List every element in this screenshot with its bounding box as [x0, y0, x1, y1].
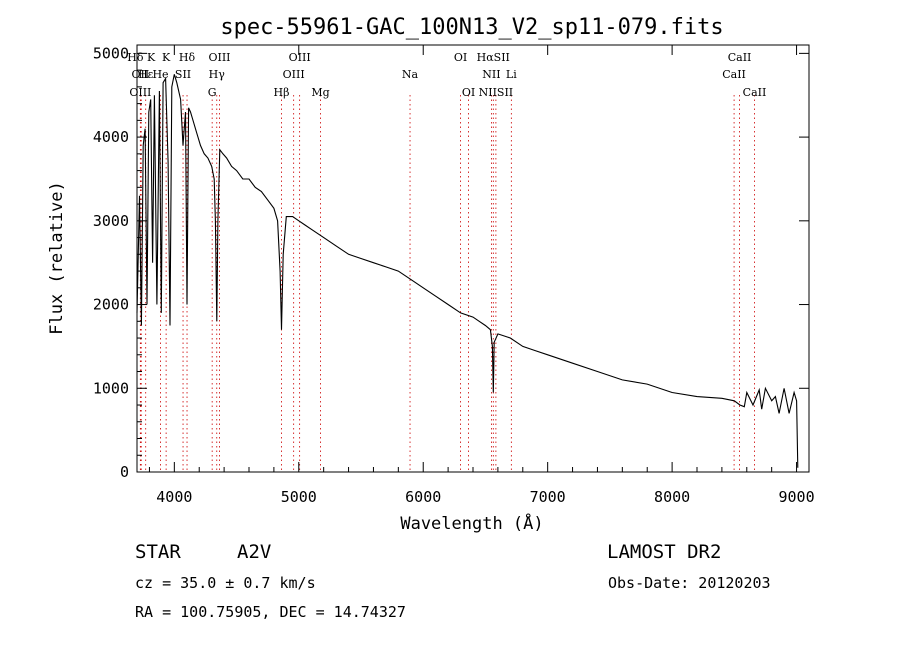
spectrum-line — [136, 74, 799, 468]
y-axis: 0 1000 2000 3000 4000 5000 — [93, 44, 809, 481]
line-label: CaII — [728, 51, 752, 64]
chart-title: spec-55961-GAC_100N13_V2_sp11-079.fits — [220, 15, 723, 40]
line-label: Mg — [311, 86, 329, 99]
line-label: HαSII — [477, 51, 510, 64]
x-tick-label: 8000 — [654, 488, 690, 506]
line-label: SII — [175, 68, 191, 81]
line-label: Hδ K — [127, 51, 156, 64]
line-label: OI — [462, 86, 475, 99]
x-tick-label: 6000 — [405, 488, 441, 506]
line-label: Hγ — [209, 68, 226, 81]
line-label: OIII — [289, 51, 311, 64]
line-label: OI — [454, 51, 467, 64]
spectral-subclass: A2V — [237, 541, 272, 563]
line-label: CaII — [722, 68, 746, 81]
y-tick-label: 2000 — [93, 296, 129, 314]
line-label-group: Hδ K OII OIII Hε K He SII Hδ OIII Hγ G Hβ OIII OIII Mg… — [127, 51, 766, 99]
x-axis: 4000 5000 6000 7000 8000 9000 — [148, 45, 815, 506]
y-axis-label: Flux (relative) — [47, 181, 67, 335]
line-label: K — [162, 51, 171, 64]
object-class: STAR — [135, 541, 181, 563]
line-label: Hβ — [274, 86, 290, 99]
line-label: Hε — [138, 68, 154, 81]
line-label: Hδ — [179, 51, 196, 64]
plot-frame — [136, 44, 810, 473]
line-label: Li — [506, 68, 517, 81]
line-label: OIII — [208, 51, 230, 64]
line-label: He — [152, 68, 168, 81]
x-tick-label: 5000 — [281, 488, 317, 506]
survey-name: LAMOST DR2 — [607, 541, 722, 563]
line-label: G — [208, 86, 217, 99]
line-label: OIII — [283, 68, 305, 81]
x-axis-label: Wavelength (Å) — [400, 512, 543, 534]
line-label: NIISII — [479, 86, 514, 99]
coordinates: RA = 100.75905, DEC = 14.74327 — [135, 603, 406, 621]
obs-date: Obs-Date: 20120203 — [608, 574, 771, 592]
x-tick-label: 4000 — [156, 488, 192, 506]
line-label: OIII — [129, 86, 151, 99]
y-tick-label: 3000 — [93, 212, 129, 230]
y-tick-label: 0 — [120, 463, 129, 481]
redshift-cz: cz = 35.0 ± 0.7 km/s — [135, 574, 316, 592]
line-label: NII — [482, 68, 500, 81]
y-tick-label: 1000 — [93, 379, 129, 397]
y-tick-label: 4000 — [93, 128, 129, 146]
line-label: CaII — [743, 86, 767, 99]
y-tick-label: 5000 — [93, 44, 129, 62]
line-marker-group — [139, 95, 755, 472]
line-label: Na — [402, 68, 419, 81]
x-tick-label: 9000 — [778, 488, 814, 506]
line-label: OII — [132, 68, 150, 81]
x-tick-label: 7000 — [530, 488, 566, 506]
